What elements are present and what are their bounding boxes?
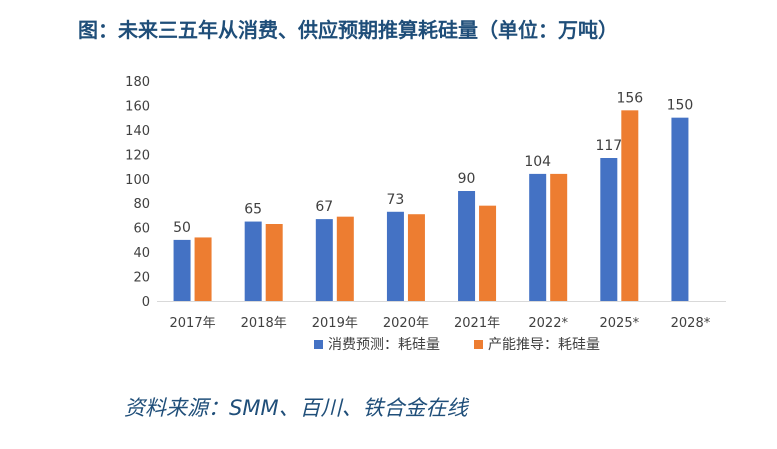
data-label: 67 xyxy=(315,199,333,215)
data-label: 73 xyxy=(387,192,405,208)
y-tick-label: 40 xyxy=(133,246,150,261)
data-label: 150 xyxy=(667,98,694,114)
bar-capacity xyxy=(621,110,639,301)
x-tick-label: 2018年 xyxy=(241,316,287,331)
chart-legend: 消费预测：耗硅量 产能推导：耗硅量 xyxy=(314,337,600,353)
bar-chart: 0 20 40 60 80 100 120 140 160 180 2017年 2018年 2019年 2… xyxy=(125,75,726,353)
legend-label: 产能推导：耗硅量 xyxy=(488,337,600,353)
source-note: 资料来源：SMM、百川、铁合金在线 xyxy=(124,396,468,420)
x-tick-label: 2022* xyxy=(528,316,568,331)
chart-axes: 0 20 40 60 80 100 120 140 160 180 2017年 2018年 2019年 2… xyxy=(125,75,726,331)
bar-consumption xyxy=(458,191,476,301)
bar-consumption xyxy=(600,158,618,301)
bar-capacity xyxy=(479,205,497,301)
bar-capacity xyxy=(336,216,354,301)
bar-capacity xyxy=(265,224,283,301)
chart-title: 图：未来三五年从消费、供应预期推算耗硅量（单位：万吨） xyxy=(78,18,618,42)
y-tick-label: 80 xyxy=(133,197,150,212)
bar-consumption xyxy=(173,239,191,301)
chart-bars: 50 65 67 73 90 104 117 156 150 xyxy=(173,90,694,302)
y-tick-label: 120 xyxy=(125,148,150,163)
data-label: 90 xyxy=(458,171,476,187)
legend-label: 消费预测：耗硅量 xyxy=(328,337,440,353)
x-tick-label: 2028* xyxy=(671,316,711,331)
y-tick-label: 0 xyxy=(142,295,150,310)
x-tick-label: 2021年 xyxy=(454,316,500,331)
data-label: 65 xyxy=(244,202,262,218)
legend-swatch xyxy=(314,340,323,349)
y-tick-label: 160 xyxy=(125,99,150,114)
y-tick-label: 180 xyxy=(125,75,150,90)
bar-consumption xyxy=(671,117,689,302)
bar-consumption xyxy=(529,173,547,301)
bar-consumption xyxy=(315,219,333,301)
x-tick-label: 2017年 xyxy=(170,316,216,331)
bar-capacity xyxy=(407,214,425,301)
y-tick-label: 140 xyxy=(125,124,150,139)
data-label: 104 xyxy=(524,154,551,170)
y-tick-label: 100 xyxy=(125,173,150,188)
data-label: 117 xyxy=(595,138,622,154)
data-label: 156 xyxy=(616,90,643,106)
data-label: 50 xyxy=(173,220,191,236)
x-tick-label: 2020年 xyxy=(383,316,429,331)
y-tick-label: 20 xyxy=(133,271,150,286)
bar-consumption xyxy=(244,221,262,301)
x-tick-label: 2025* xyxy=(600,316,640,331)
y-tick-label: 60 xyxy=(133,222,150,237)
bar-consumption xyxy=(386,211,404,301)
bar-capacity xyxy=(550,173,568,301)
legend-swatch xyxy=(474,340,483,349)
x-tick-label: 2019年 xyxy=(312,316,358,331)
bar-capacity xyxy=(194,237,212,301)
